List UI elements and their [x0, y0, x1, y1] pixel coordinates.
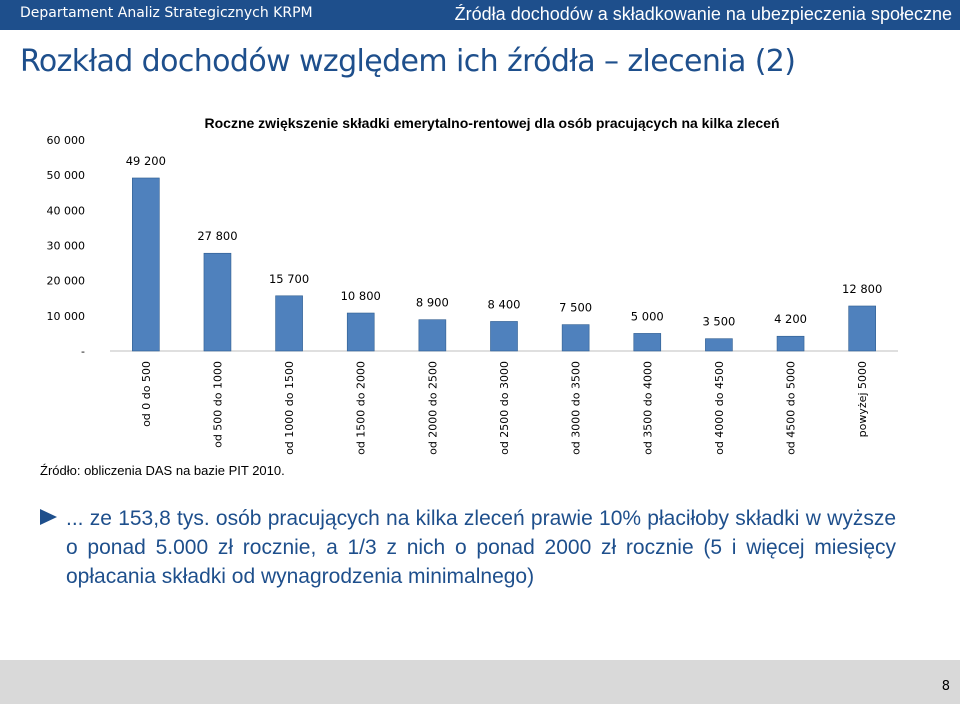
x-tick-label: od 500 do 1000 [211, 361, 224, 448]
data-label: 8 400 [488, 297, 521, 311]
bar [848, 305, 876, 352]
bar [633, 333, 662, 352]
bar [705, 338, 733, 352]
data-labels-group: 49 200 27 800 15 700 10 800 8 900 8 400 7 500 5… [126, 154, 883, 329]
bullet-text: ... ze 153,8 tys. osób pracujących na ki… [66, 507, 896, 588]
data-label: 15 700 [269, 272, 309, 286]
x-tick-label: powyżej 5000 [856, 361, 869, 437]
x-tick-label: od 4000 do 4500 [713, 361, 726, 455]
x-tick-label: od 2500 do 3000 [498, 361, 511, 455]
bar [275, 295, 303, 352]
data-label: 27 800 [197, 229, 237, 243]
data-label: 10 800 [341, 289, 381, 303]
data-label: 7 500 [559, 301, 592, 315]
y-tick-label: 10 000 [47, 310, 86, 323]
bar [132, 177, 160, 352]
chart-svg: Roczne zwiększenie składki emerytalno-re… [47, 115, 898, 455]
data-label: 49 200 [126, 154, 166, 168]
x-tick-label: od 2000 do 2500 [426, 361, 439, 455]
bar-chart: Roczne zwiększenie składki emerytalno-re… [0, 110, 960, 455]
bar [203, 252, 232, 352]
footer-bar: 8 [0, 660, 960, 704]
y-tick-label: 50 000 [47, 169, 86, 182]
source-note: Źródło: obliczenia DAS na bazie PIT 2010… [40, 463, 285, 478]
x-axis-ticks: od 0 do 500 od 500 do 1000 od 1000 do 1500… [140, 361, 869, 455]
x-tick-label: od 1000 do 1500 [283, 361, 296, 455]
x-tick-label: od 4500 do 5000 [785, 361, 798, 455]
data-label: 12 800 [842, 282, 882, 296]
y-tick-label: - [81, 345, 85, 358]
bar [776, 335, 805, 352]
y-tick-label: 30 000 [47, 240, 86, 253]
y-tick-label: 40 000 [47, 204, 86, 217]
header-department: Departament Analiz Strategicznych KRPM [20, 5, 313, 21]
page-number: 8 [941, 679, 950, 694]
data-label: 4 200 [774, 312, 807, 326]
header-presentation-title: Źródła dochodów a składkowanie na ubezpi… [454, 4, 952, 24]
bar [418, 319, 447, 352]
x-tick-label: od 3500 do 4000 [641, 361, 654, 455]
y-tick-label: 60 000 [47, 134, 86, 147]
bar [490, 321, 518, 352]
header-bar: Departament Analiz Strategicznych KRPM Ź… [0, 0, 960, 30]
chart-title: Roczne zwiększenie składki emerytalno-re… [205, 115, 780, 131]
arrow-bullet-icon [40, 509, 57, 525]
data-label: 3 500 [702, 315, 735, 329]
data-label: 5 000 [631, 309, 664, 323]
bar [346, 312, 375, 352]
x-tick-label: od 1500 do 2000 [355, 361, 368, 455]
x-tick-label: od 0 do 500 [140, 361, 153, 427]
data-label: 8 900 [416, 296, 449, 310]
y-tick-label: 20 000 [47, 275, 86, 288]
bar [561, 324, 590, 352]
x-tick-label: od 3000 do 3500 [570, 361, 583, 455]
slide-title: Rozkład dochodów względem ich źródła – z… [20, 44, 796, 79]
bars-group [132, 177, 876, 352]
y-axis-ticks: - 10 000 20 000 30 000 40 000 50 000 60 000 [47, 134, 86, 358]
